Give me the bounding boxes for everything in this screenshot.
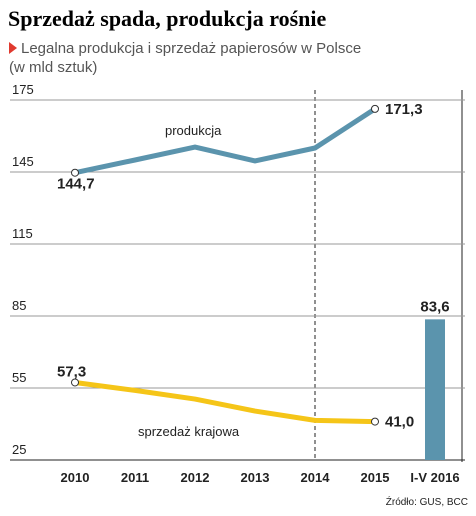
point-marker [371, 417, 379, 426]
point-marker [371, 104, 379, 113]
value-label: 41,0 [385, 414, 414, 431]
series-label: sprzedaż krajowa [138, 424, 240, 439]
x-tick-label: 2014 [301, 470, 331, 485]
x-tick-label: I-V 2016 [410, 470, 459, 485]
series-label: produkcja [165, 123, 222, 138]
chart-subtitle: Legalna produkcja i sprzedaż papierosów … [21, 40, 361, 57]
line [74, 380, 376, 425]
y-tick-label: 55 [12, 370, 26, 385]
y-tick-label: 85 [12, 298, 26, 313]
y-tick-label: 25 [12, 442, 26, 457]
subtitle-marker [9, 42, 17, 54]
line [74, 106, 377, 176]
x-tick-label: 2013 [241, 470, 270, 485]
y-tick-label: 175 [12, 82, 34, 97]
x-tick-label: 2015 [361, 470, 390, 485]
point-marker [71, 378, 79, 387]
x-tick-label: 2011 [121, 470, 149, 485]
unit-note: (w mld sztuk) [9, 59, 97, 76]
value-label: 83,6 [420, 298, 449, 315]
value-label: 144,7 [57, 176, 95, 193]
x-tick-label: 2010 [61, 470, 90, 485]
source: Źródło: GUS, BCC [386, 495, 468, 508]
value-label: 57,3 [57, 363, 86, 380]
point-marker [71, 168, 79, 177]
y-tick-label: 145 [12, 154, 34, 169]
bar [425, 319, 445, 460]
x-tick-label: 2012 [181, 470, 210, 485]
value-label: 171,3 [385, 101, 423, 118]
chart-title: Sprzedaż spada, produkcja rośnie [8, 6, 326, 31]
y-tick-label: 115 [12, 226, 33, 241]
